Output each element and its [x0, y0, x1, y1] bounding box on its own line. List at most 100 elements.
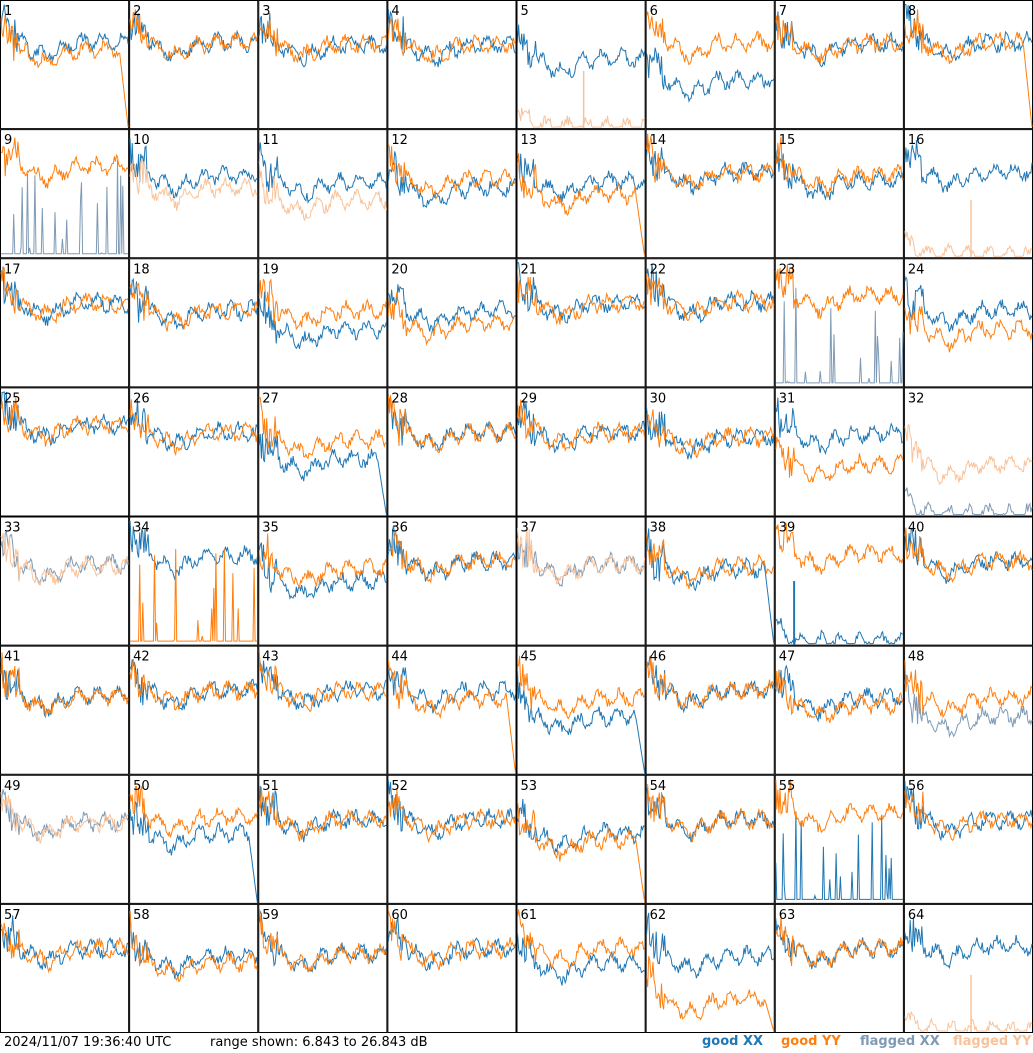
panel-frame	[774, 129, 904, 259]
series-xx-line	[387, 151, 516, 208]
series-yy-line	[129, 9, 258, 61]
panel-label: 59	[262, 908, 279, 923]
panel-label: 53	[521, 779, 538, 794]
series-xx-line	[387, 780, 516, 841]
panel-58: 58	[129, 903, 259, 1033]
panel-36: 36	[387, 516, 517, 646]
series-yy-line	[775, 15, 904, 65]
series-yy-line	[387, 789, 516, 844]
panel-55: 55	[774, 774, 904, 904]
series-yy-line	[517, 399, 646, 452]
series-yy-line	[517, 655, 646, 720]
series-yy-line	[387, 909, 516, 971]
panel-57: 57	[0, 903, 130, 1033]
panel-label: 28	[391, 391, 408, 406]
series-xx-line	[775, 397, 904, 456]
panel-7: 7	[774, 0, 904, 130]
panel-frame	[774, 516, 904, 646]
panel-46: 46	[645, 645, 775, 775]
panel-27: 27	[258, 387, 388, 517]
panel-frame	[0, 129, 130, 259]
series-xx-line	[129, 13, 258, 62]
panel-frame	[258, 774, 388, 904]
series-yy-line	[646, 273, 775, 322]
panel-label: 46	[650, 650, 667, 665]
panel-frame	[258, 129, 388, 259]
series-yy-line	[258, 908, 387, 973]
panel-label: 22	[650, 262, 667, 277]
panel-34: 34	[129, 516, 259, 646]
series-yy-line	[387, 659, 516, 773]
series-xx-line	[517, 400, 646, 454]
panel-8: 8	[903, 0, 1033, 130]
panel-frame	[387, 258, 517, 388]
panel-43: 43	[258, 645, 388, 775]
series-xx-line	[646, 528, 775, 644]
series-xx-line	[904, 487, 1033, 516]
series-xx-line	[646, 656, 775, 714]
panel-2: 2	[129, 0, 259, 130]
series-yy-line	[517, 154, 646, 257]
legend-good-xx: good XX	[702, 1034, 764, 1049]
series-yy-line	[904, 9, 1033, 128]
panel-6: 6	[645, 0, 775, 130]
panel-label: 7	[779, 4, 787, 19]
panel-45: 45	[516, 645, 646, 775]
panel-frame	[0, 516, 130, 646]
panel-frame	[903, 645, 1033, 775]
panel-label: 16	[908, 133, 925, 148]
series-yy-line	[904, 230, 1033, 258]
panel-frame	[645, 645, 775, 775]
panel-label: 38	[650, 521, 667, 536]
panel-15: 15	[774, 129, 904, 259]
panel-frame	[516, 258, 646, 388]
panel-63: 63	[774, 903, 904, 1033]
panel-frame	[387, 0, 517, 130]
panel-frame	[129, 387, 259, 517]
series-yy-line	[387, 17, 516, 64]
series-xx-line	[517, 24, 646, 79]
series-yy-line	[775, 136, 904, 198]
series-yy-line	[258, 161, 387, 222]
panel-4: 4	[387, 0, 517, 130]
panel-label: 40	[908, 521, 925, 536]
series-xx-line	[1, 160, 129, 255]
series-xx-line	[258, 142, 387, 204]
panel-frame	[516, 0, 646, 130]
series-xx-line	[904, 674, 1033, 738]
series-yy-line	[904, 527, 1033, 583]
panel-frame	[0, 903, 130, 1033]
panel-frame	[903, 0, 1033, 130]
panel-label: 33	[4, 521, 21, 536]
panel-11: 11	[258, 129, 388, 259]
panel-frame	[645, 903, 775, 1033]
panel-frame	[387, 903, 517, 1033]
panel-frame	[387, 516, 517, 646]
series-yy-line	[129, 399, 258, 456]
panel-40: 40	[903, 516, 1033, 646]
series-xx-line	[387, 284, 516, 333]
series-xx-line	[129, 659, 258, 711]
series-xx-line	[646, 47, 775, 103]
panel-22: 22	[645, 258, 775, 388]
panel-label: 37	[521, 521, 538, 536]
series-yy-line	[517, 107, 646, 129]
panel-10: 10	[129, 129, 259, 259]
series-yy-line	[0, 267, 129, 325]
panel-frame	[903, 129, 1033, 259]
series-xx-line	[904, 140, 1033, 193]
series-yy-line	[0, 652, 129, 717]
panel-64: 64	[903, 903, 1033, 1033]
panel-label: 57	[4, 908, 21, 923]
panel-label: 52	[391, 779, 408, 794]
panel-label: 61	[521, 908, 538, 923]
panel-label: 30	[650, 391, 667, 406]
legend-flagged-yy: flagged YY	[953, 1034, 1032, 1049]
panel-label: 4	[391, 4, 399, 19]
series-yy-line	[517, 909, 645, 971]
panel-frame	[774, 0, 904, 130]
series-xx-line	[0, 4, 129, 62]
panel-frame	[903, 774, 1033, 904]
panel-24: 24	[903, 258, 1033, 388]
